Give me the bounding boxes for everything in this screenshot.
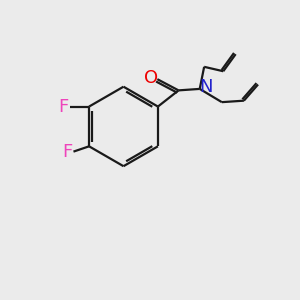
Text: F: F — [58, 98, 69, 116]
Text: F: F — [62, 142, 72, 160]
Text: O: O — [144, 69, 158, 87]
Text: N: N — [200, 78, 213, 96]
